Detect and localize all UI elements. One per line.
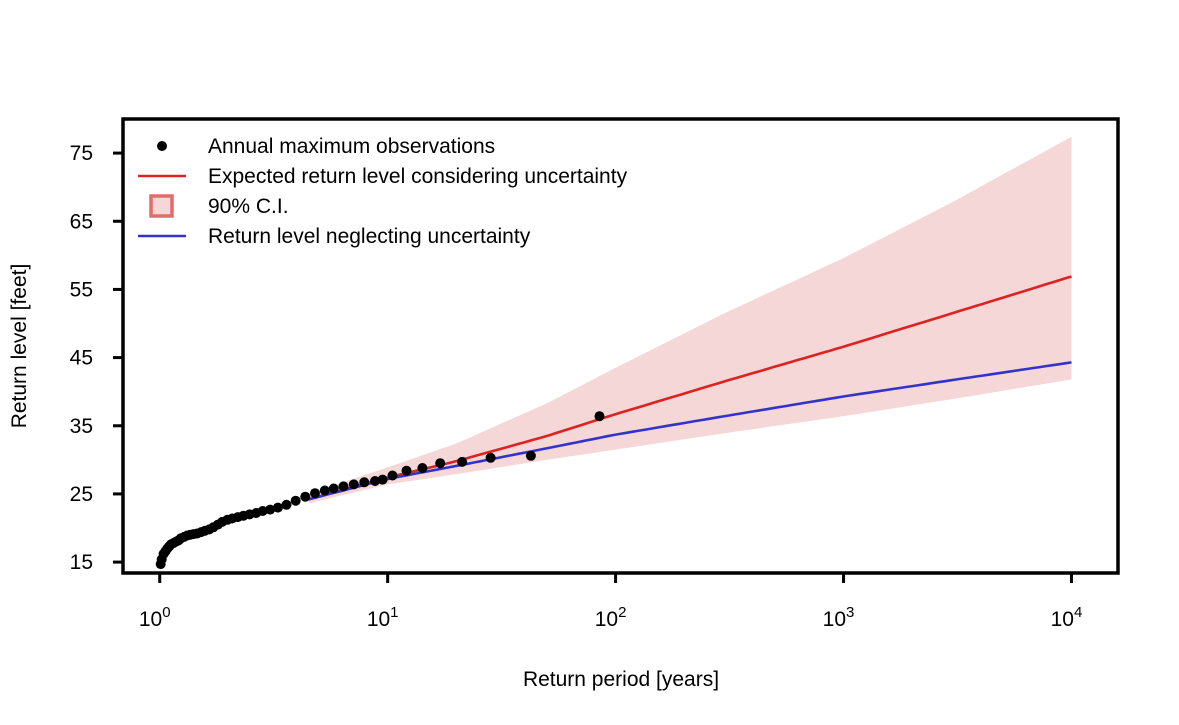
observation-point <box>525 450 536 461</box>
y-axis-title: Return level [feet] <box>8 264 31 429</box>
legend-label: Expected return level considering uncert… <box>208 165 628 188</box>
observation-point <box>370 476 380 486</box>
observation-point <box>338 481 349 492</box>
observation-point <box>290 495 301 506</box>
observation-point <box>300 491 311 502</box>
line-layer <box>308 275 1072 501</box>
plot-frame <box>121 117 1120 575</box>
expected-return-level-line <box>308 275 1072 501</box>
observation-point <box>401 465 412 476</box>
observation-point <box>387 470 398 481</box>
y-tick-label: 75 <box>70 142 93 165</box>
x-axis-title: Return period [years] <box>523 668 719 691</box>
observation-point <box>377 474 388 485</box>
legend-point-symbol <box>157 141 167 151</box>
legend-item: Expected return level considering uncert… <box>138 165 628 188</box>
y-tick-label: 15 <box>70 551 93 574</box>
observation-point <box>310 488 320 499</box>
legend-item: Return level neglecting uncertainty <box>138 225 531 248</box>
observation-point <box>319 485 330 496</box>
observation-point <box>359 477 370 488</box>
legend-box-symbol <box>149 194 174 218</box>
observation-point <box>257 506 268 516</box>
legend-item: Annual maximum observations <box>157 135 495 158</box>
y-tick-label: 45 <box>70 347 93 370</box>
return-level-neglecting-line <box>308 361 1072 501</box>
x-tick-label: 104 <box>1051 604 1083 631</box>
axis-layer: 15 25 35 45 55 65 75 100 101 102 103 104 <box>70 142 1083 631</box>
x-tick-label: 103 <box>823 604 855 631</box>
observation-point <box>328 483 339 494</box>
x-tick-label: 100 <box>139 604 171 631</box>
y-tick-label: 65 <box>70 210 93 233</box>
y-tick-label: 55 <box>70 278 93 301</box>
observation-points-layer <box>155 411 605 570</box>
observation-point <box>265 504 276 515</box>
ci-band <box>308 136 1072 504</box>
observation-point <box>348 479 359 490</box>
legend-label: Return level neglecting uncertainty <box>208 225 531 248</box>
ci-band-layer <box>308 136 1072 504</box>
x-tick-label: 102 <box>595 604 627 631</box>
observation-point <box>435 458 446 469</box>
x-tick-label: 101 <box>367 604 399 631</box>
y-tick-label: 35 <box>70 415 93 438</box>
legend-item: 90% C.I. <box>149 194 289 218</box>
observation-point <box>594 411 605 422</box>
legend-label: Annual maximum observations <box>208 135 495 158</box>
observation-point <box>281 499 292 510</box>
observation-point <box>485 452 496 463</box>
legend-label: 90% C.I. <box>208 195 289 218</box>
legend: Annual maximum observations Expected retu… <box>138 135 628 248</box>
observation-point <box>457 456 468 467</box>
observation-point <box>417 463 428 473</box>
y-tick-label: 25 <box>70 483 93 506</box>
observation-point <box>272 502 283 513</box>
